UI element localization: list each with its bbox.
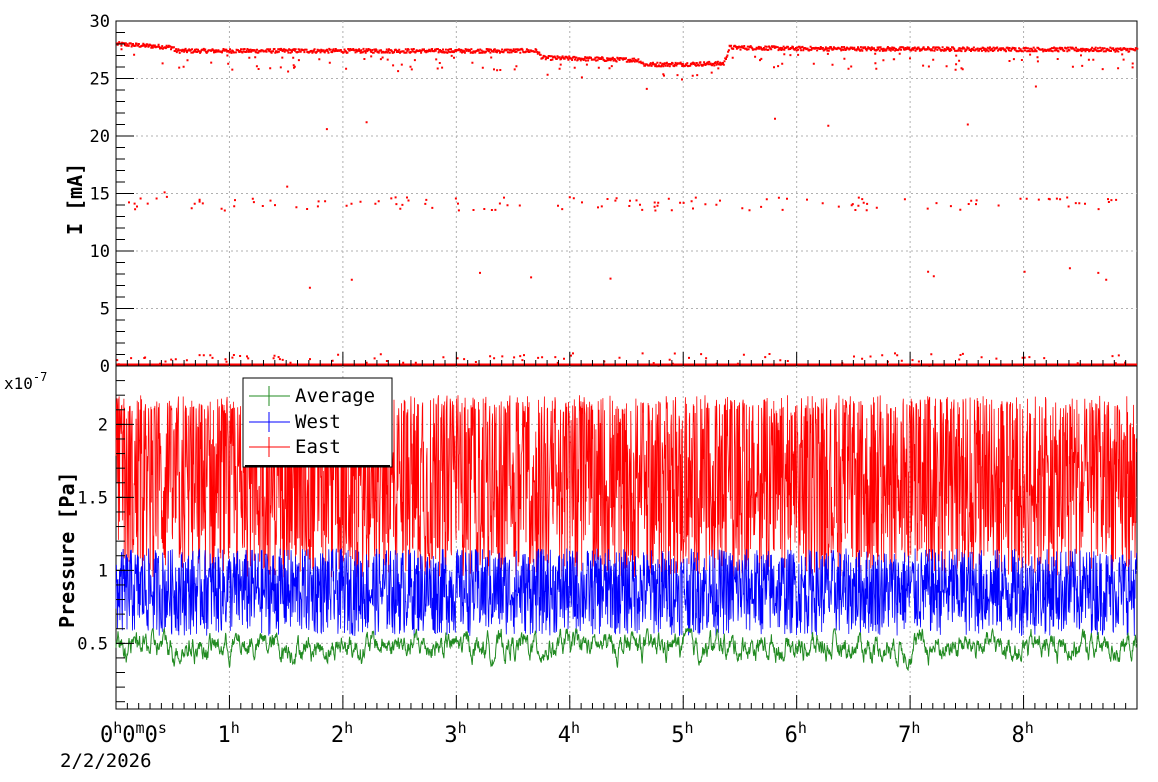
x-tick-digit: 0: [100, 723, 113, 748]
x-tick-unit: h: [231, 719, 240, 737]
current-y-axis-label: I [mA]: [63, 163, 87, 235]
x-tick-digit: 5: [671, 723, 684, 748]
x-tick-digit: 1: [217, 723, 230, 748]
x-tick-unit: h: [458, 719, 467, 737]
x-tick-digit: 2: [331, 723, 344, 748]
x-tick-label: 2h: [331, 719, 353, 748]
x-tick-label: 6h: [785, 719, 807, 748]
x-tick-digit: 6: [785, 723, 798, 748]
x-tick-digit: 3: [444, 723, 457, 748]
x-tick-unit: h: [798, 719, 807, 737]
x-tick-digit: 0: [122, 723, 135, 748]
pressure-y-ticks: 0.5 1 1.5 2: [77, 380, 134, 703]
x-tick-digit: 0: [145, 723, 158, 748]
pressure-y-axis-label: Pressure [Pa]: [55, 471, 79, 628]
exponent-power: -7: [33, 370, 47, 384]
x-tick-unit: h: [571, 719, 580, 737]
pressure-line-west: [115, 548, 1137, 637]
x-tick-digit: 4: [558, 723, 571, 748]
x-tick-digit: 7: [898, 723, 911, 748]
pressure-line-average: [115, 627, 1138, 672]
y-tick-label: 15: [90, 185, 110, 205]
x-tick-label: 0h0m0s: [100, 719, 167, 748]
x-tick-label: 8h: [1012, 719, 1034, 748]
y-tick-label: 0.5: [77, 634, 108, 654]
exponent-base: x10: [4, 374, 33, 393]
current-panel: 0 5 10 15 20 25 30 I [mA]: [63, 12, 1139, 377]
current-grid: [116, 21, 1137, 366]
x-tick-label: 7h: [898, 719, 920, 748]
x-tick-label: 1h: [217, 719, 239, 748]
pressure-panel: 0.511.52 0h0m0s 1h 2h 3h 4h 5h 6h 7h 8h x10-7 Pr…: [4, 365, 1138, 772]
x-tick-digit: 8: [1012, 723, 1025, 748]
y-tick-label: 10: [90, 242, 110, 262]
y-tick-label: 1: [98, 561, 108, 581]
pressure-x-ticks: 0h0m0s 1h 2h 3h 4h 5h 6h 7h 8h: [100, 695, 1127, 748]
x-tick-label: 4h: [558, 719, 580, 748]
y-tick-label: 2: [98, 415, 108, 435]
x-tick-unit: h: [1025, 719, 1034, 737]
legend-label-east: East: [295, 436, 341, 458]
y-tick-label: 5: [100, 300, 110, 320]
y-tick-label: 1.5: [77, 488, 108, 508]
x-tick-label: 3h: [444, 719, 466, 748]
legend-label-west: West: [295, 411, 341, 433]
legend: Average West East: [242, 377, 393, 468]
y-tick-label: 30: [90, 12, 110, 32]
y-tick-label: 25: [90, 70, 110, 90]
y-tick-label: 20: [90, 127, 110, 147]
current-points: [116, 41, 1139, 367]
x-tick-unit: s: [158, 719, 167, 737]
x-tick-unit: h: [113, 719, 122, 737]
x-tick-label: 5h: [671, 719, 693, 748]
legend-label-average: Average: [295, 385, 375, 407]
x-tick-unit: h: [344, 719, 353, 737]
y-tick-label: 0: [100, 357, 110, 377]
current-series-points: [116, 41, 1139, 367]
x-tick-unit: h: [911, 719, 920, 737]
pressure-y-exponent: x10-7: [4, 370, 47, 393]
x-tick-unit: h: [684, 719, 693, 737]
x-axis-date: 2/2/2026: [60, 750, 152, 772]
x-tick-unit: m: [136, 719, 145, 737]
current-x-ticks: [115, 352, 1127, 366]
current-y-ticks: 0 5 10 15 20 25 30: [90, 12, 134, 377]
